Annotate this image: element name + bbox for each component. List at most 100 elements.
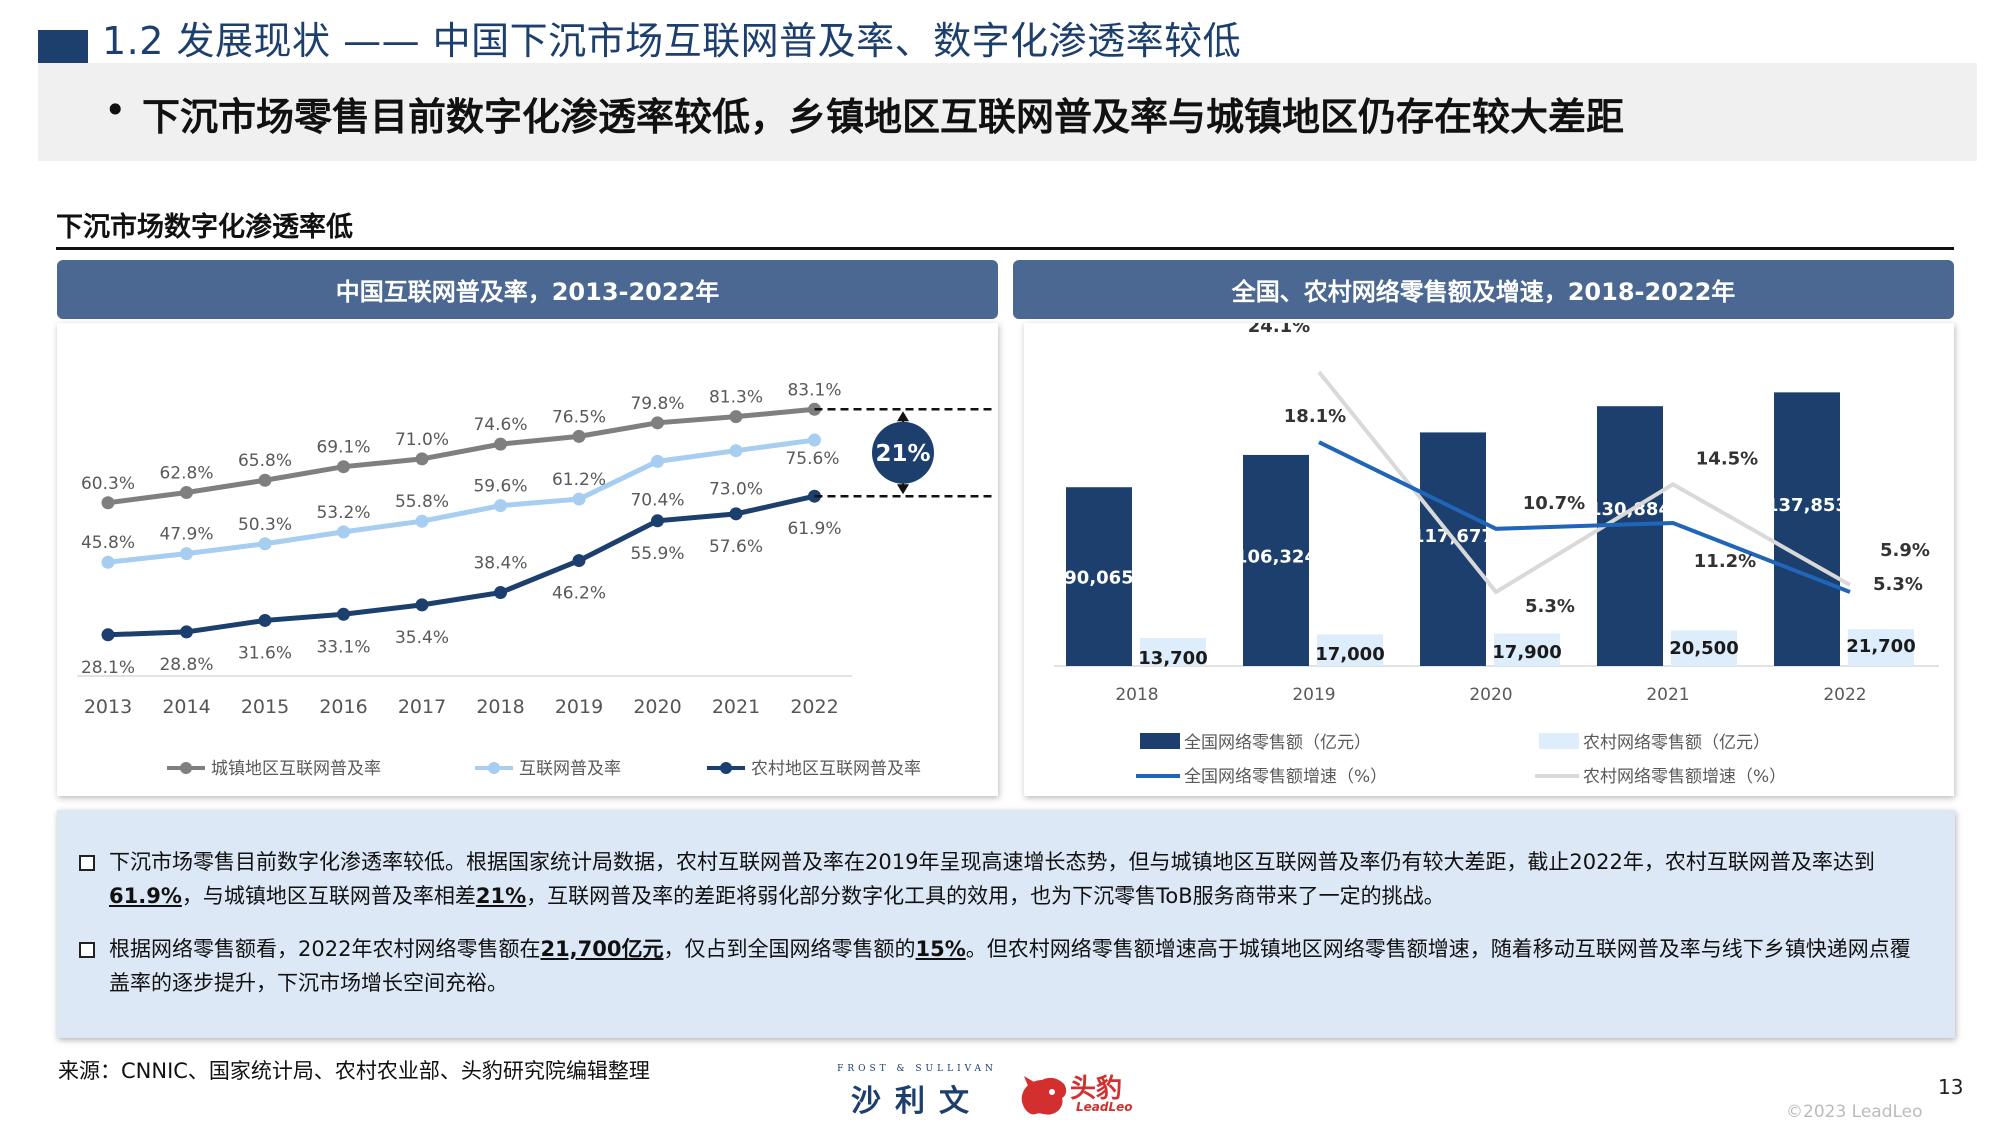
highlight-rural-retail: 21,700亿元: [540, 937, 664, 961]
bar-rural: [1671, 630, 1737, 666]
x-tick-label: 2016: [319, 696, 367, 718]
data-label-internet: 73.0%: [709, 480, 763, 500]
series-line-urban: [107, 406, 815, 506]
data-point-rural: [258, 613, 272, 627]
bar-label-rural: 20,500: [1669, 638, 1738, 659]
left-chart-title: 中国互联网普及率，2013-2022年: [335, 278, 720, 306]
data-label-rural: 35.4%: [395, 628, 449, 648]
legend-marker-internet: [488, 762, 500, 774]
legend-label-national-growth: 全国网络零售额增速（%）: [1184, 767, 1387, 787]
data-label-internet: 50.3%: [238, 515, 292, 535]
data-label-internet: 61.2%: [552, 470, 606, 490]
bar-label-rural: 13,700: [1138, 648, 1207, 669]
x-tick-label: 2020: [1469, 685, 1512, 705]
bar-label-rural: 17,900: [1492, 642, 1561, 663]
data-label-internet: 55.8%: [395, 492, 449, 512]
subtitle-band: [38, 63, 1977, 161]
data-point-urban: [101, 496, 115, 510]
source-note: 来源：CNNIC、国家统计局、农村农业部、头豹研究院编辑整理: [58, 1059, 650, 1083]
bar-label-national: 106,324: [1235, 546, 1317, 567]
bar-label-national: 137,853: [1766, 495, 1848, 516]
bar-national: [1420, 432, 1486, 666]
data-label-national-growth: 5.3%: [1873, 574, 1923, 595]
data-label-national-growth: 18.1%: [1284, 406, 1346, 427]
data-label-urban: 83.1%: [787, 380, 841, 400]
left-chart-header: 中国互联网普及率，2013-2022年: [57, 260, 998, 319]
data-point-rural: [415, 598, 429, 612]
x-tick-label: 2021: [1646, 685, 1689, 705]
gap-bubble: [872, 421, 934, 484]
legend-label-rural-growth: 农村网络零售额增速（%）: [1583, 767, 1786, 787]
bar-rural: [1317, 634, 1383, 666]
data-label-urban: 60.3%: [81, 474, 135, 494]
data-label-internet: 59.6%: [473, 477, 527, 497]
internet-penetration-line-chart: 2013 2014 2015 2016 2017 2018 2019 2020 2021 2022…: [77, 380, 992, 779]
data-point-rural: [337, 607, 350, 621]
data-label-rural: 55.9%: [630, 544, 684, 564]
copyright: ©2023 LeadLeo: [1786, 1102, 1923, 1122]
data-point-internet: [180, 547, 193, 561]
data-label-urban: 74.6%: [473, 415, 527, 435]
legend-label-rural: 农村地区互联网普及率: [751, 759, 921, 779]
data-label-rural: 31.6%: [238, 643, 292, 663]
data-label-rural: 28.8%: [159, 655, 213, 675]
bar-national: [1597, 406, 1663, 666]
data-label-rural: 46.2%: [552, 584, 606, 604]
subtitle-bullet: •: [104, 88, 127, 132]
checkbox-bullet-icon: [79, 942, 95, 958]
section-divider: [56, 247, 1954, 250]
section-heading: 下沉市场数字化渗透率低: [56, 212, 353, 243]
x-tick-label: 2015: [241, 696, 289, 718]
leopard-head-icon: [1021, 1076, 1067, 1115]
summary-paragraph-2: 根据网络零售额看，2022年农村网络零售额在21,700亿元，仅占到全国网络零售…: [79, 932, 1929, 1000]
data-label-national-growth: 10.7%: [1523, 493, 1585, 514]
data-label-rural-growth: 24.1%: [1248, 323, 1310, 337]
x-tick-label: 2022: [1823, 685, 1866, 705]
data-point-internet: [729, 444, 743, 458]
bar-rural: [1140, 638, 1206, 666]
data-label-rural: 28.1%: [81, 658, 135, 678]
bar-label-rural: 21,700: [1846, 636, 1915, 657]
internet-penetration-chart-panel: 2013 2014 2015 2016 2017 2018 2019 2020 2021 2022…: [57, 323, 998, 796]
x-tick-label: 2019: [555, 696, 603, 718]
data-point-internet: [415, 514, 429, 528]
data-point-urban: [494, 437, 507, 451]
data-point-internet: [337, 525, 350, 539]
subtitle-text: 下沉市场零售目前数字化渗透率较低，乡镇地区互联网普及率与城镇地区仍存在较大差距: [142, 95, 1625, 139]
data-label-rural: 33.1%: [316, 637, 370, 657]
data-point-internet: [808, 433, 821, 447]
data-label-internet: 47.9%: [159, 525, 213, 545]
data-point-urban: [651, 416, 664, 430]
bar-national: [1774, 392, 1840, 666]
data-label-national-growth: 11.2%: [1694, 551, 1756, 572]
highlight-gap: 21%: [475, 884, 527, 908]
data-point-urban: [729, 410, 743, 424]
summary-text: 。但农村网络零售额增速高于城镇地区网络零售额增速，随着移动互联网普及率与线下乡镇…: [109, 937, 1911, 995]
summary-text: 根据网络零售额看，2022年农村网络零售额在: [109, 937, 541, 961]
data-label-internet: 70.4%: [630, 490, 684, 510]
data-label-rural: 57.6%: [709, 537, 763, 557]
data-point-rural: [729, 507, 743, 521]
data-point-rural: [572, 554, 586, 568]
highlight-share: 15%: [915, 937, 966, 961]
bar-label-rural: 17,000: [1315, 644, 1384, 665]
data-label-internet: 45.8%: [81, 533, 135, 553]
summary-text: ，仅占到全国网络零售额的: [663, 937, 916, 961]
data-point-rural: [101, 628, 115, 642]
right-chart-header: 全国、农村网络零售额及增速，2018-2022年: [1013, 260, 1954, 319]
bar-rural: [1494, 633, 1560, 666]
bar-rural: [1848, 629, 1914, 666]
summary-box: 下沉市场零售目前数字化渗透率较低。根据国家统计局数据，农村互联网普及率在2019…: [57, 810, 1955, 1038]
x-tick-label: 2019: [1292, 685, 1335, 705]
slide-title: 1.2 发展现状 —— 中国下沉市场互联网普及率、数字化渗透率较低: [102, 19, 1242, 63]
bar-label-national: 90,065: [1064, 568, 1133, 589]
data-label-urban: 76.5%: [552, 407, 606, 427]
data-label-rural: 38.4%: [473, 554, 527, 574]
legend-label-rural-bar: 农村网络零售额（亿元）: [1583, 733, 1770, 753]
checkbox-bullet-icon: [79, 855, 95, 871]
legend-label-urban: 城镇地区互联网普及率: [211, 759, 381, 779]
data-label-rural-growth: 5.9%: [1880, 540, 1930, 561]
x-tick-label: 2021: [712, 696, 760, 718]
x-tick-label: 2018: [476, 696, 524, 718]
data-point-urban: [258, 473, 272, 487]
